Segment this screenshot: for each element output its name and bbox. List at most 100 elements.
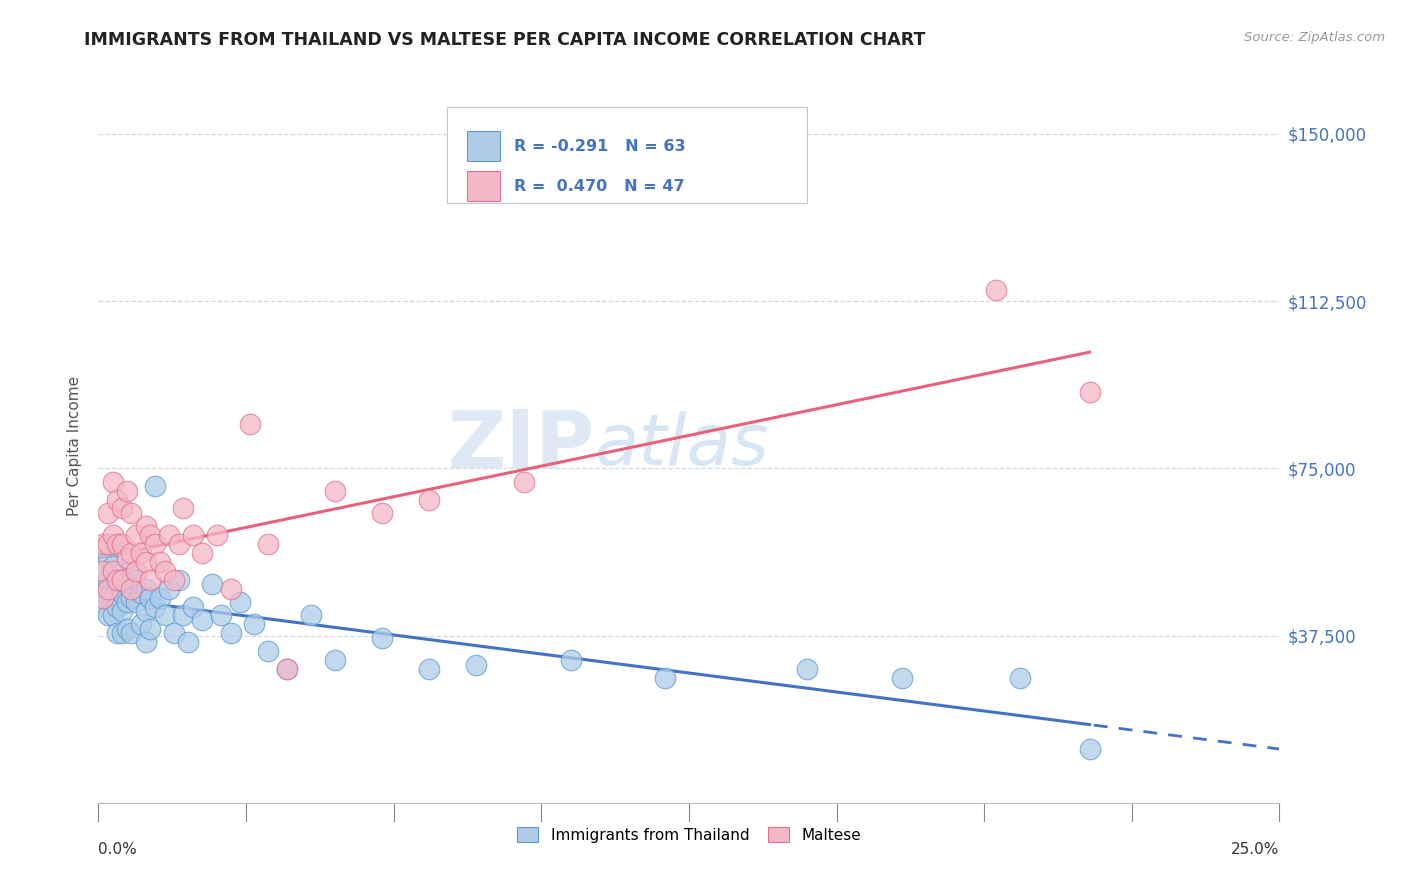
Point — [191, 546, 214, 560]
Text: Source: ZipAtlas.com: Source: ZipAtlas.com — [1244, 31, 1385, 45]
Point — [219, 582, 242, 596]
Point — [105, 599, 128, 614]
Point — [163, 626, 186, 640]
Point — [172, 501, 194, 516]
Point — [157, 582, 180, 596]
Point — [105, 582, 128, 596]
Point — [229, 595, 252, 609]
Point — [129, 546, 152, 560]
Point — [139, 591, 162, 605]
Point — [115, 622, 138, 636]
Bar — [467, 171, 501, 202]
Point — [91, 586, 114, 600]
Point — [157, 528, 180, 542]
Point — [105, 492, 128, 507]
Point — [91, 599, 114, 614]
Point — [125, 573, 148, 587]
Point — [257, 537, 280, 551]
Point — [163, 573, 186, 587]
Point — [121, 626, 143, 640]
Point — [276, 662, 298, 676]
Point — [143, 537, 166, 551]
Point — [121, 591, 143, 605]
Point — [105, 573, 128, 587]
Point — [243, 617, 266, 632]
Point — [111, 501, 134, 516]
Point — [239, 417, 262, 431]
Point — [371, 631, 394, 645]
Point — [101, 564, 124, 578]
Point — [101, 608, 124, 623]
Text: R = -0.291   N = 63: R = -0.291 N = 63 — [515, 139, 686, 153]
Point — [111, 586, 134, 600]
Point — [121, 564, 143, 578]
Point — [560, 653, 582, 667]
Point — [129, 586, 152, 600]
Point — [129, 617, 152, 632]
Point — [91, 564, 114, 578]
Point — [105, 568, 128, 582]
Point — [205, 528, 228, 542]
Point — [121, 546, 143, 560]
Point — [139, 573, 162, 587]
Point — [512, 475, 534, 489]
Point — [91, 564, 114, 578]
Point — [91, 591, 114, 605]
Point — [153, 564, 176, 578]
Point — [115, 577, 138, 591]
Point — [101, 559, 124, 574]
Point — [105, 626, 128, 640]
Point — [111, 626, 134, 640]
Text: atlas: atlas — [595, 411, 769, 481]
Point — [97, 582, 120, 596]
Point — [97, 506, 120, 520]
Point — [201, 577, 224, 591]
Point — [219, 626, 242, 640]
Point — [654, 671, 676, 685]
Point — [135, 604, 157, 618]
Text: R =  0.470   N = 47: R = 0.470 N = 47 — [515, 179, 685, 194]
Point — [101, 475, 124, 489]
Point — [167, 573, 190, 587]
Point — [111, 604, 134, 618]
Point — [105, 537, 128, 551]
Point — [125, 564, 148, 578]
Point — [1008, 671, 1031, 685]
Point — [149, 591, 172, 605]
Point — [418, 662, 440, 676]
Point — [135, 519, 157, 533]
Point — [143, 599, 166, 614]
Point — [139, 528, 162, 542]
Point — [115, 595, 138, 609]
Bar — [467, 131, 501, 161]
Point — [101, 528, 124, 542]
Point — [97, 591, 120, 605]
Point — [796, 662, 818, 676]
Point — [371, 506, 394, 520]
Point — [135, 582, 157, 596]
Point — [111, 537, 134, 551]
Point — [125, 595, 148, 609]
Point — [177, 635, 200, 649]
Text: ZIP: ZIP — [447, 407, 595, 485]
Point — [149, 555, 172, 569]
Point — [172, 608, 194, 623]
Point — [115, 483, 138, 498]
Point — [101, 577, 124, 591]
Text: 0.0%: 0.0% — [98, 842, 138, 857]
Point — [97, 537, 120, 551]
Point — [91, 537, 114, 551]
Point — [139, 622, 162, 636]
Point — [143, 479, 166, 493]
Text: IMMIGRANTS FROM THAILAND VS MALTESE PER CAPITA INCOME CORRELATION CHART: IMMIGRANTS FROM THAILAND VS MALTESE PER … — [84, 31, 925, 49]
Point — [121, 582, 143, 596]
Point — [323, 653, 346, 667]
Point — [121, 506, 143, 520]
Y-axis label: Per Capita Income: Per Capita Income — [67, 376, 83, 516]
Point — [418, 492, 440, 507]
Legend: Immigrants from Thailand, Maltese: Immigrants from Thailand, Maltese — [510, 821, 868, 848]
Point — [323, 483, 346, 498]
Point — [890, 671, 912, 685]
Text: 25.0%: 25.0% — [1232, 842, 1279, 857]
Point — [1080, 742, 1102, 756]
